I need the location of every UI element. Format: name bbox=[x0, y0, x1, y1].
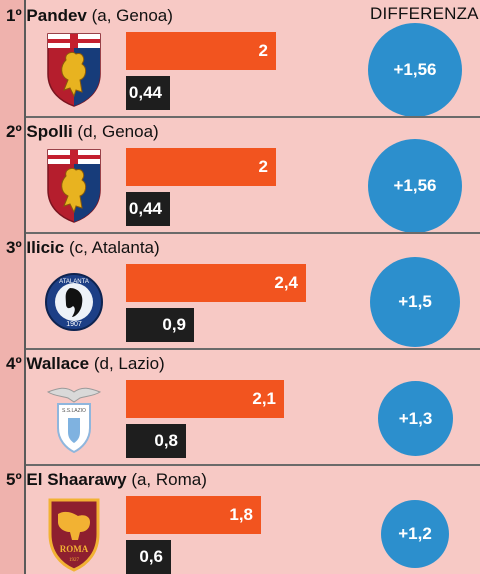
row-separator bbox=[26, 116, 480, 118]
bar-series-2: 0,8 bbox=[126, 424, 186, 458]
bar-value-label: 1,8 bbox=[229, 505, 253, 524]
svg-text:S.S.LAZIO: S.S.LAZIO bbox=[62, 408, 86, 414]
row-separator bbox=[26, 464, 480, 466]
player-name: Wallace bbox=[26, 354, 90, 373]
ranking-row: 3º Ilicic (c, Atalanta) ATALANTA 1907 2,… bbox=[0, 232, 480, 347]
difference-header: DIFFERENZA bbox=[370, 4, 479, 23]
row-title: 2º Spolli (d, Genoa) bbox=[6, 122, 159, 142]
difference-value: +1,2 bbox=[398, 524, 432, 543]
bar-series-2: 0,6 bbox=[126, 540, 171, 574]
row-separator bbox=[26, 348, 480, 350]
bar-series-1: 2 bbox=[126, 32, 276, 70]
rank-number: 2º bbox=[6, 122, 22, 141]
difference-bubble: +1,2 bbox=[381, 500, 449, 568]
row-title: 3º Ilicic (c, Atalanta) bbox=[6, 238, 160, 258]
rank-number: 4º bbox=[6, 354, 22, 373]
svg-text:ATALANTA: ATALANTA bbox=[59, 279, 89, 285]
bar-value-label: 2 bbox=[258, 41, 268, 60]
rank-number: 5º bbox=[6, 470, 22, 489]
player-name: Spolli bbox=[26, 122, 73, 141]
rank-number: 1º bbox=[6, 6, 22, 25]
bar-series-2: 0,44 bbox=[126, 192, 170, 226]
difference-value: +1,56 bbox=[393, 176, 437, 195]
svg-text:1927: 1927 bbox=[69, 558, 80, 563]
bar-value-label: 0,8 bbox=[154, 431, 178, 450]
difference-bubble: +1,56 bbox=[368, 23, 462, 117]
player-name: Pandev bbox=[26, 6, 87, 25]
player-role-club: (c, Atalanta) bbox=[68, 238, 160, 257]
player-role-club: (a, Genoa) bbox=[91, 6, 173, 25]
genoa-crest-icon bbox=[47, 149, 101, 223]
player-name: El Shaarawy bbox=[26, 470, 127, 489]
row-separator bbox=[26, 232, 480, 234]
bar-series-2: 0,9 bbox=[126, 308, 194, 342]
atalanta-crest-icon: ATALANTA 1907 bbox=[45, 273, 103, 331]
bar-series-1: 1,8 bbox=[126, 496, 261, 534]
ranking-row: 5º El Shaarawy (a, Roma) ROMA 1927 1,8 0… bbox=[0, 464, 480, 574]
bar-series-1: 2,1 bbox=[126, 380, 284, 418]
ranking-row: 1º Pandev (a, Genoa) 2 0,44 +1,56 bbox=[0, 0, 480, 117]
bar-value-label: 2 bbox=[258, 157, 268, 176]
bar-value-label: 2,1 bbox=[252, 389, 276, 408]
bar-value-label: 0,44 bbox=[128, 83, 162, 102]
difference-bubble: +1,56 bbox=[368, 139, 462, 233]
row-title: 1º Pandev (a, Genoa) bbox=[6, 6, 173, 26]
row-title: 4º Wallace (d, Lazio) bbox=[6, 354, 165, 374]
difference-bubble: +1,5 bbox=[370, 257, 460, 347]
player-role-club: (a, Roma) bbox=[131, 470, 207, 489]
ranking-row: 2º Spolli (d, Genoa) 2 0,44 +1,56 bbox=[0, 116, 480, 233]
genoa-crest-icon bbox=[47, 33, 101, 107]
left-margin-rule bbox=[24, 0, 26, 574]
bar-series-1: 2 bbox=[126, 148, 276, 186]
ranking-row: 4º Wallace (d, Lazio) S.S.LAZIO 2,1 0,8 … bbox=[0, 348, 480, 462]
svg-text:1907: 1907 bbox=[66, 321, 82, 328]
roma-crest-icon: ROMA 1927 bbox=[48, 498, 100, 572]
player-role-club: (d, Genoa) bbox=[77, 122, 159, 141]
svg-text:ROMA: ROMA bbox=[60, 544, 89, 554]
bar-value-label: 0,6 bbox=[139, 547, 163, 566]
bar-value-label: 0,44 bbox=[128, 199, 162, 218]
lazio-crest-icon: S.S.LAZIO bbox=[46, 387, 102, 454]
difference-bubble: +1,3 bbox=[378, 381, 453, 456]
bar-value-label: 0,9 bbox=[162, 315, 186, 334]
player-role-club: (d, Lazio) bbox=[93, 354, 165, 373]
bar-value-label: 2,4 bbox=[274, 273, 298, 292]
difference-value: +1,3 bbox=[398, 408, 433, 428]
difference-value: +1,5 bbox=[398, 292, 432, 311]
rank-number: 3º bbox=[6, 238, 22, 257]
bar-series-1: 2,4 bbox=[126, 264, 306, 302]
player-name: Ilicic bbox=[26, 238, 65, 257]
left-margin-strip bbox=[0, 0, 24, 574]
bar-series-2: 0,44 bbox=[126, 76, 170, 110]
difference-value: +1,56 bbox=[393, 60, 437, 79]
row-title: 5º El Shaarawy (a, Roma) bbox=[6, 470, 207, 490]
